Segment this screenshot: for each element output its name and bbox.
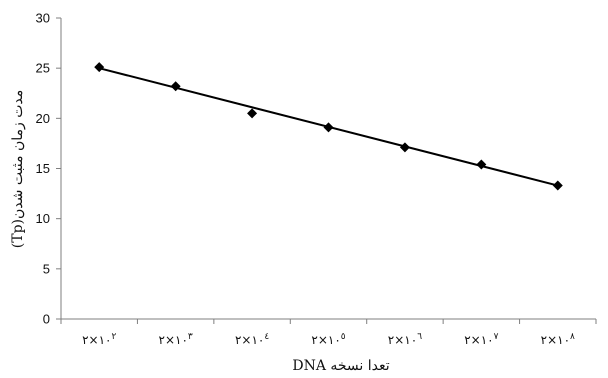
x-tick-label: ۲×۱۰۳: [159, 332, 193, 347]
data-point: [399, 142, 410, 153]
x-tick-label: ۲×۱۰٤: [235, 332, 269, 347]
data-point: [247, 108, 258, 119]
data-point: [323, 122, 334, 133]
x-tick-label: ۲×۱۰۲: [82, 332, 116, 347]
x-ticks: ۲×۱۰۲ ۲×۱۰۳ ۲×۱۰٤ ۲×۱۰٥ ۲×۱۰٦ ۲×۱۰۷ ۲×۱۰۸: [60, 319, 597, 347]
y-ticks: 0 5 10 15 20 25 30: [36, 11, 61, 327]
y-tick-label: 20: [36, 111, 50, 126]
y-tick-label: 30: [36, 11, 50, 26]
y-tick-label: 0: [43, 312, 50, 327]
data-point: [94, 62, 105, 73]
y-tick-label: 5: [43, 261, 50, 276]
x-tick-label: ۲×۱۰۷: [464, 332, 498, 347]
x-tick-label: ۲×۱۰٥: [311, 332, 345, 347]
y-tick-label: 25: [36, 61, 50, 76]
y-axis-label: مدت زمان مثبت شدن(Tp): [10, 90, 26, 248]
data-point: [552, 180, 563, 191]
data-points: [94, 62, 563, 191]
x-axis-label: تعدا نسخه DNA: [292, 358, 389, 374]
data-point: [170, 81, 181, 92]
y-tick-label: 15: [36, 161, 50, 176]
x-tick-label: ۲×۱۰٦: [388, 332, 422, 347]
y-tick-label: 10: [36, 211, 50, 226]
x-tick-label: ۲×۱۰۸: [541, 332, 575, 347]
data-point: [476, 159, 487, 170]
axes: [60, 18, 596, 320]
